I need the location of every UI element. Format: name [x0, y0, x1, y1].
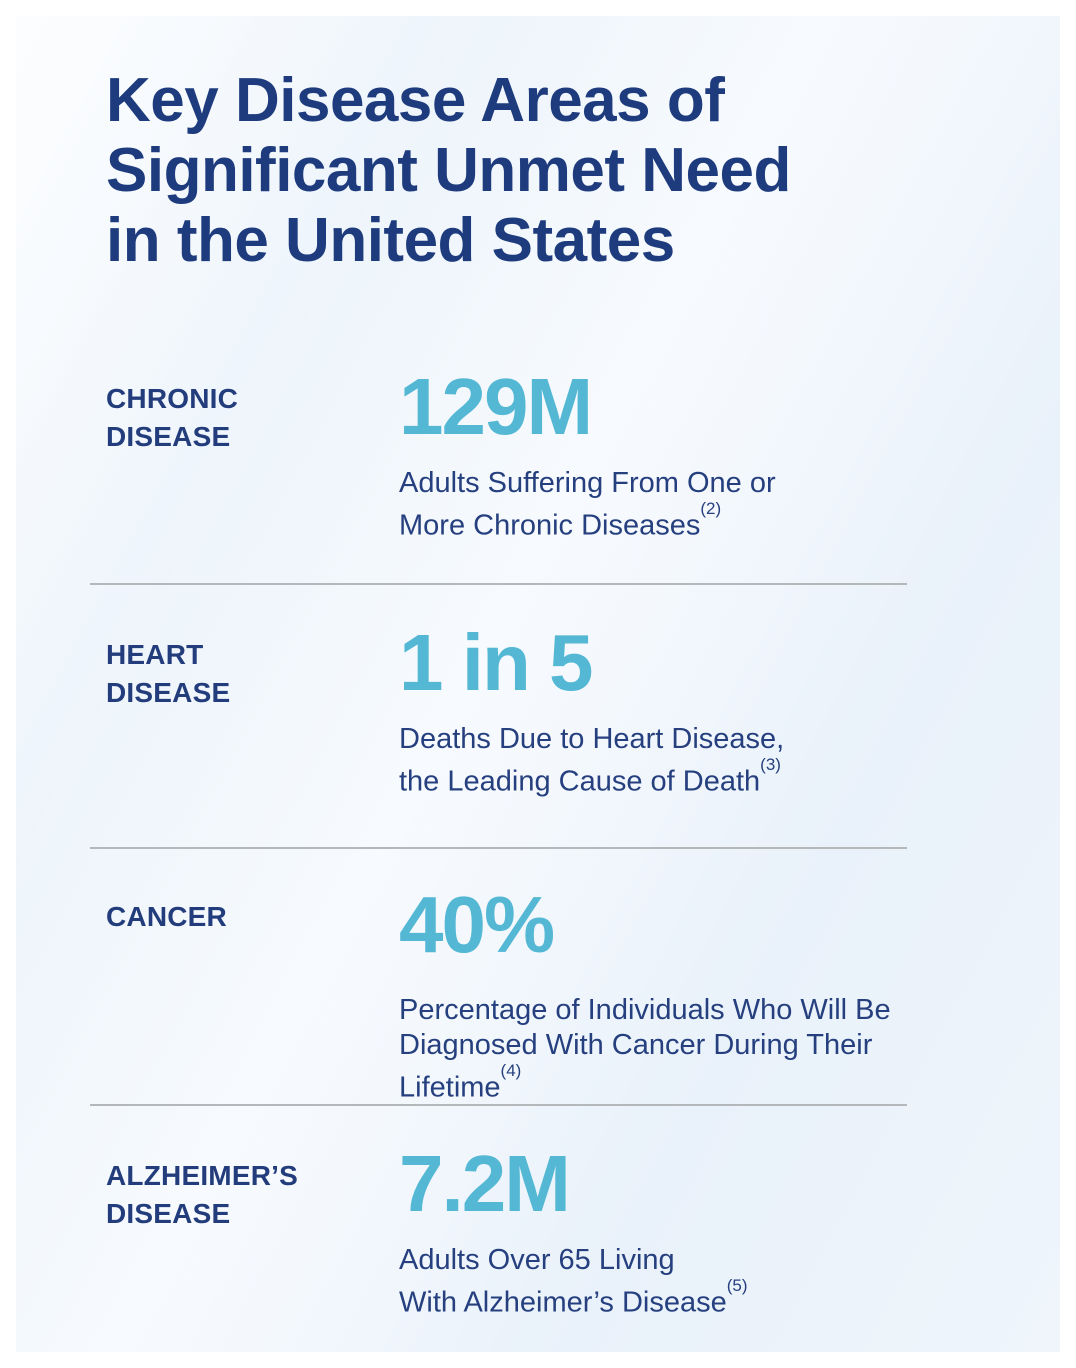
- stat-value-cancer: 40%: [399, 880, 555, 969]
- page-title-line: in the United States: [106, 206, 675, 275]
- section-heart-disease: HEART DISEASE 1 in 5 Deaths Due to Heart…: [106, 618, 986, 800]
- footnote-ref: (4): [500, 1061, 522, 1080]
- description-line: With Alzheimer’s Disease(5): [399, 1276, 986, 1321]
- footnote-ref: (2): [700, 499, 722, 518]
- section-content: 7.2M Adults Over 65 Living With Alzheime…: [399, 1139, 986, 1321]
- section-label-line: DISEASE: [106, 1198, 231, 1229]
- section-chronic-disease: CHRONIC DISEASE 129M Adults Suffering Fr…: [106, 362, 986, 544]
- section-label-chronic-disease: CHRONIC DISEASE: [106, 368, 399, 544]
- section-label-line: DISEASE: [106, 421, 231, 452]
- section-content: 1 in 5 Deaths Due to Heart Disease, the …: [399, 618, 986, 800]
- stat-value-alzheimers-disease: 7.2M: [399, 1139, 571, 1228]
- stat-description-alzheimers-disease: Adults Over 65 Living With Alzheimer’s D…: [399, 1243, 986, 1321]
- stat-description-cancer: Percentage of Individuals Who Will Be Di…: [399, 993, 986, 1106]
- description-text: With Alzheimer’s Disease: [399, 1286, 727, 1319]
- stat-description-chronic-disease: Adults Suffering From One or More Chroni…: [399, 466, 986, 544]
- description-line: Lifetime(4): [399, 1061, 986, 1106]
- description-line: Deaths Due to Heart Disease,: [399, 723, 785, 755]
- section-label-alzheimers-disease: ALZHEIMER’S DISEASE: [106, 1145, 399, 1321]
- page-title-line: Key Disease Areas of: [106, 66, 725, 135]
- footnote-ref: (5): [726, 1276, 748, 1295]
- description-text: More Chronic Diseases: [399, 509, 701, 542]
- section-alzheimers-disease: ALZHEIMER’S DISEASE 7.2M Adults Over 65 …: [106, 1139, 986, 1321]
- page-title-line: Significant Unmet Need: [106, 136, 791, 205]
- section-label-line: HEART: [106, 639, 204, 670]
- description-text: the Leading Cause of Death: [399, 765, 761, 798]
- description-text: Lifetime: [399, 1071, 501, 1104]
- section-divider: [90, 1104, 907, 1106]
- section-content: 129M Adults Suffering From One or More C…: [399, 362, 986, 544]
- infographic-canvas: Key Disease Areas of Significant Unmet N…: [16, 16, 1060, 1352]
- stat-value-heart-disease: 1 in 5: [399, 618, 594, 707]
- section-divider: [90, 847, 907, 849]
- footnote-ref: (3): [760, 755, 781, 774]
- stat-description-heart-disease: Deaths Due to Heart Disease, the Leading…: [399, 722, 986, 800]
- description-line: Percentage of Individuals Who Will Be: [399, 994, 891, 1026]
- description-line: More Chronic Diseases(2): [399, 499, 986, 544]
- description-line: Adults Over 65 Living: [399, 1244, 675, 1276]
- section-label-line: CANCER: [106, 901, 227, 932]
- section-label-heart-disease: HEART DISEASE: [106, 624, 399, 800]
- description-line: Adults Suffering From One or: [399, 467, 776, 499]
- description-line: Diagnosed With Cancer During Their: [399, 1029, 873, 1061]
- section-label-line: CHRONIC: [106, 383, 239, 414]
- section-content: 40% Percentage of Individuals Who Will B…: [399, 880, 986, 1106]
- stat-value-chronic-disease: 129M: [399, 362, 593, 451]
- section-label-line: DISEASE: [106, 677, 231, 708]
- description-line: the Leading Cause of Death(3): [399, 755, 986, 800]
- section-divider: [90, 583, 907, 585]
- section-label-line: ALZHEIMER’S: [106, 1160, 298, 1191]
- section-label-cancer: CANCER: [106, 886, 399, 1106]
- section-cancer: CANCER 40% Percentage of Individuals Who…: [106, 880, 986, 1106]
- page-title: Key Disease Areas of Significant Unmet N…: [106, 66, 791, 276]
